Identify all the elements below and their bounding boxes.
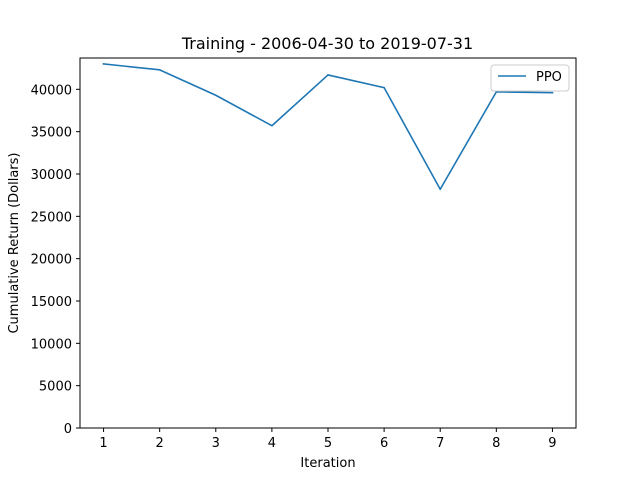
y-axis-ticks: 0 5000 10000 15000 20000 25000 30000 35000 40000 xyxy=(31,83,80,437)
series-line-ppo xyxy=(102,63,554,191)
legend-box xyxy=(490,64,570,92)
legend-label-ppo: PPO xyxy=(536,70,562,85)
x-tick-label: 3 xyxy=(212,436,220,451)
data-point xyxy=(439,188,442,191)
y-tick-label: 10000 xyxy=(31,337,72,352)
data-point xyxy=(158,69,161,71)
x-tick-label: 2 xyxy=(156,436,164,451)
x-tick-label: 6 xyxy=(380,436,388,451)
data-point xyxy=(383,86,385,89)
data-point xyxy=(271,124,273,127)
data-point xyxy=(102,63,105,65)
y-tick-label: 35000 xyxy=(31,126,72,141)
legend: PPO xyxy=(490,64,570,92)
x-tick-label: 5 xyxy=(324,436,332,451)
y-tick-label: 20000 xyxy=(31,253,72,268)
data-point xyxy=(551,91,554,94)
y-axis-label: Cumulative Return (Dollars) xyxy=(7,152,22,333)
x-tick-label: 7 xyxy=(436,436,444,451)
x-axis-ticks: 1 2 3 4 5 6 7 8 9 xyxy=(99,428,557,451)
x-axis-label: Iteration xyxy=(300,456,355,471)
x-tick-label: 1 xyxy=(99,436,107,451)
y-tick-label: 40000 xyxy=(31,83,72,98)
series-layer xyxy=(102,63,554,191)
y-tick-label: 0 xyxy=(64,422,72,437)
data-point xyxy=(214,94,217,97)
y-tick-label: 5000 xyxy=(39,380,72,395)
y-tick-label: 15000 xyxy=(31,295,72,310)
y-tick-label: 30000 xyxy=(31,168,72,183)
x-tick-label: 9 xyxy=(548,436,556,451)
x-tick-label: 4 xyxy=(268,436,276,451)
chart-title: Training - 2006-04-30 to 2019-07-31 xyxy=(181,34,473,53)
x-tick-label: 8 xyxy=(492,436,500,451)
y-tick-label: 25000 xyxy=(31,210,72,225)
plot-frame xyxy=(79,57,577,429)
data-point xyxy=(327,74,329,76)
